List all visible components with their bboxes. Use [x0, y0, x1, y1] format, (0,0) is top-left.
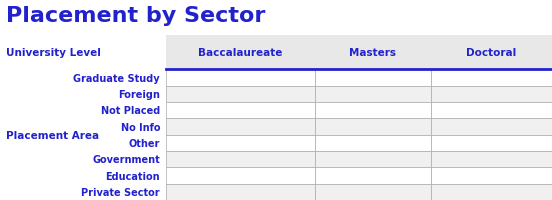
Bar — [166, 135, 315, 151]
Bar — [166, 102, 315, 119]
Bar — [315, 151, 431, 167]
Text: Baccalaureate: Baccalaureate — [198, 48, 282, 58]
Bar — [315, 135, 431, 151]
Bar — [166, 36, 552, 70]
Bar — [315, 119, 431, 135]
Bar — [431, 168, 552, 184]
Bar — [315, 184, 431, 200]
Bar — [166, 86, 315, 102]
Bar — [166, 119, 315, 135]
Bar — [166, 184, 315, 200]
Bar — [166, 70, 315, 86]
Bar — [315, 86, 431, 102]
Bar — [315, 70, 431, 86]
Text: Graduate Study: Graduate Study — [73, 73, 160, 83]
Bar — [431, 151, 552, 167]
Text: Foreign: Foreign — [118, 89, 160, 99]
Text: Doctoral: Doctoral — [466, 48, 517, 58]
Text: Government: Government — [92, 154, 160, 164]
Text: Private Sector: Private Sector — [82, 187, 160, 197]
Bar — [431, 102, 552, 119]
Bar — [431, 184, 552, 200]
Text: Not Placed: Not Placed — [101, 106, 160, 116]
Text: Education: Education — [105, 171, 160, 181]
Bar — [315, 102, 431, 119]
Bar — [431, 135, 552, 151]
Text: Masters: Masters — [349, 48, 396, 58]
Bar — [166, 151, 315, 167]
Bar — [166, 168, 315, 184]
Text: Placement by Sector: Placement by Sector — [6, 6, 265, 26]
Text: University Level: University Level — [6, 48, 100, 58]
Bar — [315, 168, 431, 184]
Bar — [431, 119, 552, 135]
Bar — [431, 86, 552, 102]
Bar — [431, 70, 552, 86]
Text: No Info: No Info — [120, 122, 160, 132]
Text: Placement Area: Placement Area — [6, 130, 99, 140]
Text: Other: Other — [129, 138, 160, 148]
